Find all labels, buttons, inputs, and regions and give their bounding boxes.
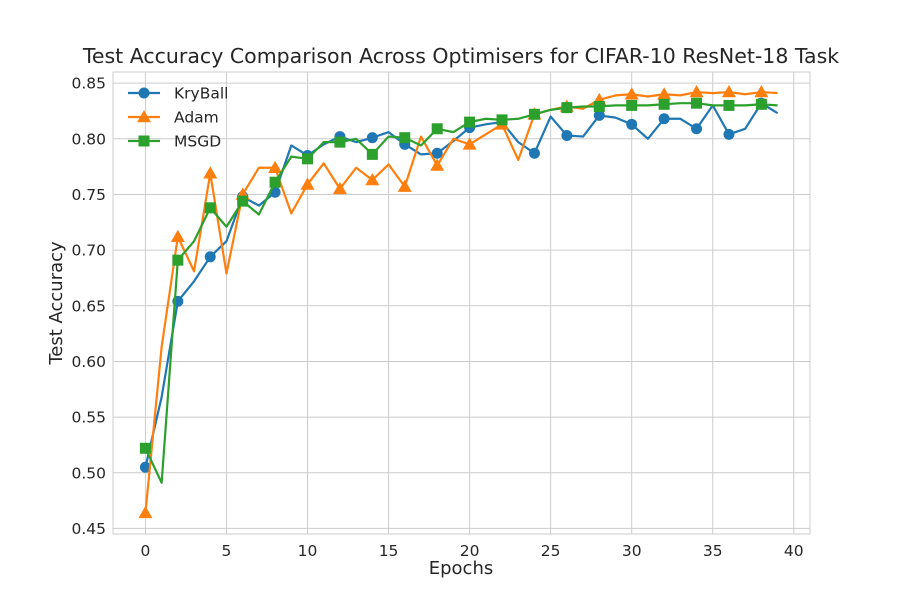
adam-point [430, 158, 445, 171]
y-tick-label: 0.55 [71, 409, 106, 427]
x-tick-label: 30 [622, 542, 642, 560]
msgd-point [691, 97, 703, 109]
msgd-point [755, 98, 767, 110]
kryball-line [144, 102, 779, 468]
msgd-point [626, 99, 638, 111]
adam-point [170, 229, 185, 243]
adam-point [300, 177, 315, 190]
adam-point [462, 137, 477, 150]
y-tick-label: 0.85 [71, 75, 106, 93]
x-tick-label: 25 [541, 542, 561, 560]
y-tick-label: 0.45 [71, 520, 106, 538]
kryball-point [366, 132, 378, 144]
legend-msgd-label: MSGD [174, 133, 221, 151]
adam-point [754, 85, 769, 98]
legend-adam-marker [137, 110, 151, 123]
msgd-point [658, 98, 670, 110]
y-tick-label: 0.70 [71, 242, 106, 260]
y-tick-label: 0.60 [71, 353, 106, 371]
y-tick-label: 0.50 [71, 464, 106, 482]
kryball-point [139, 461, 151, 473]
tick-labels: 0 5 10 15 20 25 30 35 40 0.45 0.50 0.55 0.60 0.65 0.70… [71, 75, 803, 560]
legend-kryball-label: KryBall [174, 85, 228, 103]
adam-point [203, 166, 218, 179]
y-axis-title: Test Accuracy [46, 241, 67, 366]
msgd-point [528, 108, 540, 120]
y-tick-label: 0.75 [71, 186, 106, 204]
y-tick-label: 0.65 [71, 297, 106, 315]
adam-point [721, 85, 736, 98]
x-tick-label: 35 [703, 542, 723, 560]
msgd-point [269, 176, 281, 188]
chart-title: Test Accuracy Comparison Across Optimise… [82, 44, 839, 68]
adam-line [144, 90, 778, 513]
msgd-point [399, 132, 411, 144]
x-tick-label: 20 [460, 542, 480, 560]
msgd-point [366, 148, 378, 160]
legend-adam-label: Adam [174, 109, 219, 127]
msgd-point [496, 114, 508, 126]
x-tick-label: 15 [379, 542, 399, 560]
legend-kryball-marker [138, 87, 150, 99]
kryball-point [528, 147, 540, 159]
msgd-point [464, 116, 476, 128]
kryball-point [561, 129, 573, 141]
kryball-point [723, 128, 735, 140]
adam-point [624, 87, 639, 100]
x-tick-label: 5 [222, 542, 232, 560]
kryball-point [593, 109, 605, 121]
msgd-point [723, 99, 735, 111]
adam-point [689, 85, 704, 98]
plot-area [112, 71, 811, 535]
x-tick-label: 10 [298, 542, 318, 560]
series-lines [138, 85, 779, 519]
msgd-line [144, 102, 778, 484]
msgd-point [237, 195, 249, 207]
kryball-point [658, 113, 670, 125]
kryball-point [691, 123, 703, 135]
kryball-point [626, 118, 638, 130]
msgd-point [302, 153, 314, 165]
legend: KryBall Adam MSGD [128, 85, 228, 151]
adam-point [268, 160, 283, 173]
adam-point [657, 87, 672, 100]
msgd-point [334, 136, 346, 148]
adam-point [138, 505, 153, 519]
adam-point [365, 172, 380, 186]
x-tick-label: 0 [140, 542, 150, 560]
x-tick-label: 40 [784, 542, 804, 560]
msgd-point [431, 123, 443, 135]
msgd-point [139, 442, 151, 454]
kryball-point [204, 251, 216, 263]
adam-point [397, 179, 412, 192]
series-msgd [139, 97, 778, 484]
x-axis-title: Epochs [429, 558, 494, 579]
msgd-point [172, 254, 184, 266]
msgd-point [204, 202, 216, 214]
gridlines [113, 72, 810, 534]
kryball-point [431, 147, 443, 159]
legend-msgd-marker [138, 135, 150, 147]
y-tick-label: 0.80 [71, 130, 106, 148]
msgd-point [593, 101, 605, 113]
msgd-point [561, 102, 573, 114]
adam-point [332, 181, 347, 195]
series-adam [138, 85, 778, 519]
